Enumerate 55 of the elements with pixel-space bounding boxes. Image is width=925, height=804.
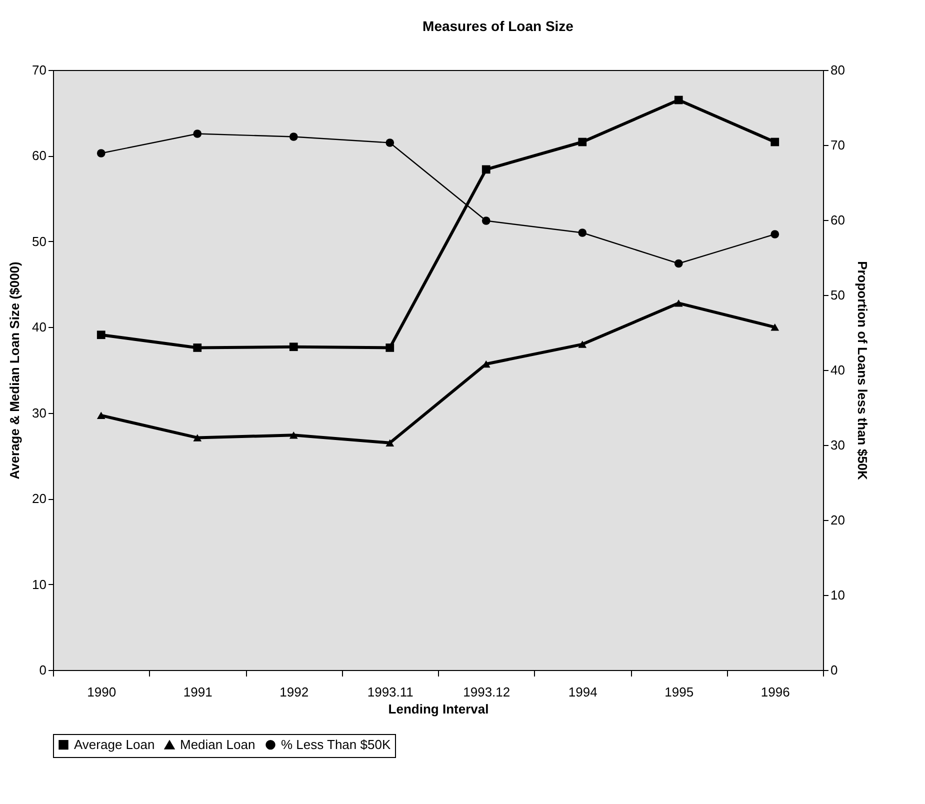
legend-label: Median Loan <box>180 737 256 752</box>
y-tick-label: 0 <box>39 662 46 678</box>
y2-tick-label: 60 <box>830 212 845 228</box>
point <box>578 138 587 146</box>
point <box>386 138 394 147</box>
x-tick-label: 1994 <box>568 684 598 700</box>
point <box>674 259 683 268</box>
x-tick-label: 1993.11 <box>367 684 414 700</box>
point <box>770 230 780 238</box>
x-tick-label: 1996 <box>760 684 790 700</box>
point <box>770 324 780 331</box>
x-axis-title: Lending Interval <box>388 702 489 716</box>
legend-label: % Less Than $50K <box>281 736 391 752</box>
x-tick-label: 1991 <box>183 684 212 700</box>
chart-title: Measures of Loan Size <box>422 18 574 34</box>
y-tick-label: 30 <box>32 405 46 420</box>
point <box>482 216 490 225</box>
point <box>289 132 298 141</box>
x-tick-label: 1995 <box>664 684 694 700</box>
point <box>770 138 780 146</box>
point <box>193 130 202 138</box>
point <box>386 344 394 352</box>
point <box>386 439 394 446</box>
x-tick-label: 1992 <box>280 684 309 700</box>
y2-tick-label: 70 <box>830 138 845 152</box>
y-tick-label: 10 <box>32 576 46 592</box>
point <box>674 300 683 307</box>
y-tick-label: 50 <box>32 234 46 249</box>
y2-tick-label: 20 <box>830 512 845 528</box>
y-tick-label: 60 <box>32 148 46 164</box>
point <box>193 434 202 442</box>
y-axis-title: Average & Median Loan Size ($000) <box>7 262 22 480</box>
y-tick-label: 40 <box>32 320 46 335</box>
point <box>289 342 298 352</box>
legend-label: Average Loan <box>74 736 155 752</box>
x-tick-label: 1993.12 <box>463 684 510 700</box>
point <box>96 412 106 420</box>
y-tick-label: 70 <box>32 62 46 78</box>
point <box>193 344 202 352</box>
point <box>289 432 298 439</box>
y-tick-label: 20 <box>32 491 46 506</box>
x-tick-label: 1990 <box>87 684 116 700</box>
y2-tick-label: 80 <box>830 62 845 78</box>
y2-tick-label: 30 <box>830 438 845 452</box>
point <box>96 149 106 158</box>
y2-axis-title: Proportion of Loans less than $50K <box>854 261 870 481</box>
y2-tick-label: 10 <box>830 588 845 602</box>
point <box>482 165 490 174</box>
y2-tick-label: 50 <box>830 288 845 302</box>
point <box>578 340 587 348</box>
point <box>578 228 587 237</box>
y2-tick-label: 0 <box>830 662 838 678</box>
point <box>674 96 683 104</box>
y2-tick-label: 40 <box>830 362 845 378</box>
point <box>96 330 106 340</box>
